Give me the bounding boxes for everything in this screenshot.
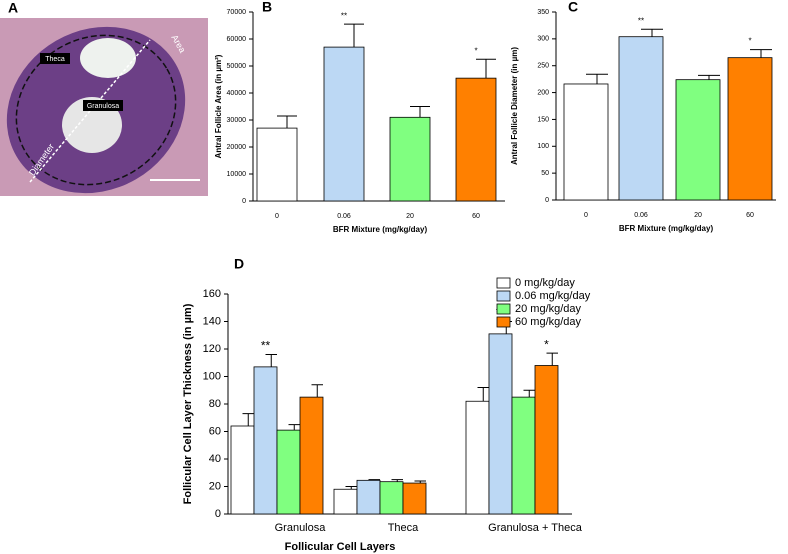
x-tick-label: 20: [694, 212, 702, 219]
y-tick-label: 80: [209, 398, 221, 410]
x-tick-label: 0: [584, 212, 588, 219]
y-tick-label: 50: [541, 170, 549, 177]
bar: [333, 488, 358, 515]
significance-mark: *: [748, 37, 751, 46]
x-tick-label: Granulosa: [275, 522, 327, 534]
y-tick-label: 140: [203, 315, 221, 327]
bar: [488, 333, 513, 515]
legend-swatch: [496, 277, 511, 289]
bar: [356, 479, 381, 515]
y-tick-label: 300: [537, 36, 549, 43]
panel-label: C: [568, 0, 578, 15]
legend-swatch: [496, 316, 511, 328]
x-axis-label: BFR Mixture (mg/kg/day): [619, 224, 714, 233]
bar: [230, 425, 255, 515]
bar: [253, 366, 278, 515]
y-tick-label: 200: [537, 89, 549, 96]
y-tick-label: 350: [537, 9, 549, 16]
y-tick-label: 100: [203, 370, 221, 382]
x-tick-label: 0.06: [634, 212, 648, 219]
legend-swatch: [496, 290, 511, 302]
y-tick-label: 60: [209, 425, 221, 437]
micrograph: Theca Granulosa Area Diameter: [0, 18, 208, 196]
legend-swatch: [496, 303, 511, 315]
bar: [465, 400, 490, 515]
y-tick-label: 250: [537, 63, 549, 70]
bar: [402, 482, 427, 515]
x-tick-label: Granulosa + Theca: [488, 522, 583, 534]
significance-mark: *: [544, 337, 549, 351]
bar: [534, 365, 559, 515]
y-tick-label: 120: [203, 343, 221, 355]
bar: [276, 429, 301, 515]
x-tick-label: 60: [472, 213, 480, 220]
y-tick-label: 50000: [227, 63, 247, 70]
y-tick-label: 0: [545, 197, 549, 204]
label-box: [83, 100, 123, 111]
x-tick-label: 60: [746, 212, 754, 219]
y-tick-label: 70000: [227, 9, 247, 16]
y-tick-label: 40: [209, 453, 221, 465]
significance-mark: **: [341, 11, 347, 20]
y-tick-label: 100: [537, 143, 549, 150]
x-tick-label: 20: [406, 213, 414, 220]
y-tick-label: 40000: [227, 90, 247, 97]
y-tick-label: 20000: [227, 144, 247, 151]
bar: [323, 46, 365, 202]
significance-mark: **: [261, 339, 271, 353]
y-tick-label: 0: [215, 508, 221, 520]
area-outline: [15, 34, 177, 186]
bar: [727, 57, 773, 201]
legend-label: 60 mg/kg/day: [515, 316, 582, 328]
y-tick-label: 0: [242, 198, 246, 205]
significance-mark: **: [638, 16, 644, 25]
y-tick-label: 160: [203, 288, 221, 300]
y-tick-label: 30000: [227, 117, 247, 124]
bar: [618, 36, 664, 201]
panel-label: A: [8, 0, 18, 16]
antrum: [80, 38, 136, 78]
bar: [511, 396, 536, 515]
bar: [563, 83, 609, 201]
panel-label: D: [234, 256, 244, 272]
x-axis-label: BFR Mixture (mg/kg/day): [333, 225, 428, 234]
x-tick-label: Theca: [388, 522, 419, 534]
y-tick-label: 20: [209, 480, 221, 492]
y-tick-label: 10000: [227, 171, 247, 178]
y-tick-label: 60000: [227, 36, 247, 43]
label-box: [40, 53, 70, 64]
y-axis-label: Follicular Cell Layer Thickness (in µm): [182, 303, 194, 504]
y-axis-label: Antral Follicle Diameter (in µm): [510, 47, 519, 165]
annotation: Theca: [45, 56, 65, 63]
x-axis-label: Follicular Cell Layers: [285, 541, 396, 553]
bar: [675, 79, 721, 201]
x-tick-label: 0.06: [337, 213, 351, 220]
significance-mark: *: [474, 46, 477, 55]
bar: [299, 396, 324, 515]
bar: [256, 127, 298, 202]
x-tick-label: 0: [275, 213, 279, 220]
annotation: Granulosa: [87, 103, 119, 110]
panel-label: B: [262, 0, 272, 15]
bar: [455, 77, 497, 202]
bar: [389, 116, 431, 202]
legend-label: 0.06 mg/kg/day: [515, 290, 591, 302]
legend-label: 20 mg/kg/day: [515, 303, 582, 315]
legend-label: 0 mg/kg/day: [515, 277, 575, 289]
y-axis-label: Antral Follicle Area (in µm²): [214, 54, 223, 158]
bar: [379, 481, 404, 515]
y-tick-label: 150: [537, 116, 549, 123]
